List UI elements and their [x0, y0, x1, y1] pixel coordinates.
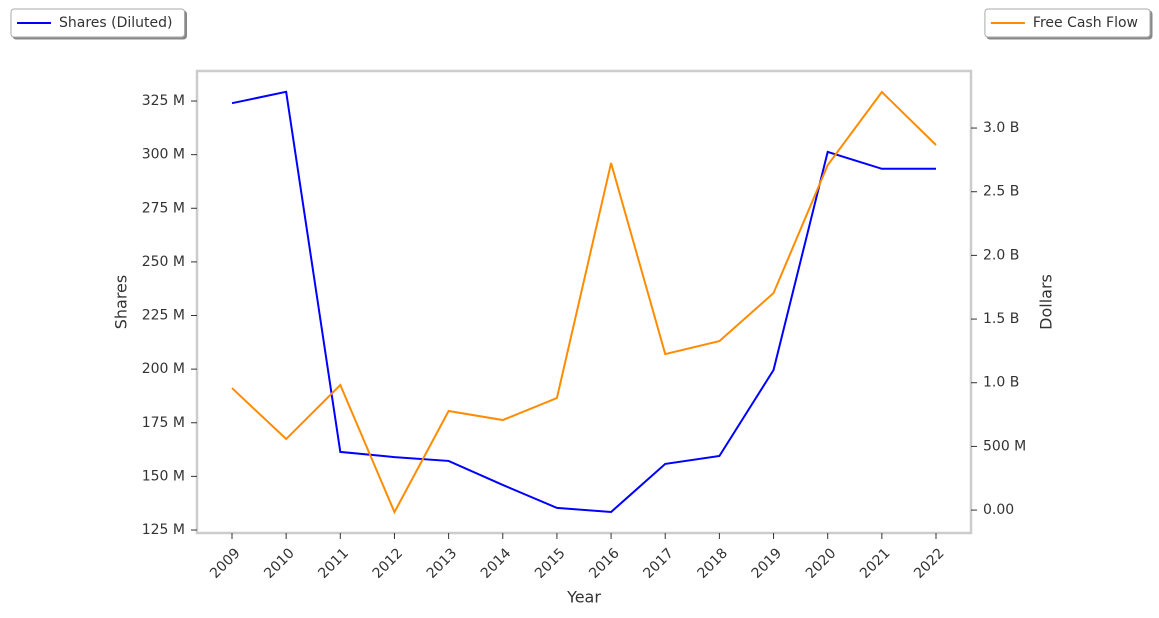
- x-tick-label: 2015: [532, 545, 569, 582]
- y-tick-label: 225 M: [142, 308, 185, 324]
- series-line: [231, 90, 937, 515]
- y2-tick-label: 0.00: [983, 502, 1014, 518]
- y-tick-label: 150 M: [142, 468, 185, 484]
- x-tick-label: 2022: [911, 545, 948, 582]
- y2-tick-label: 3.0 B: [983, 120, 1019, 136]
- legend: Shares (Diluted): [10, 8, 185, 38]
- y2-axis-label: Dollars: [1037, 274, 1056, 330]
- x-tick-label: 2019: [749, 545, 786, 582]
- legend-label: Shares (Diluted): [59, 15, 173, 31]
- y2-tick-label: 2.5 B: [983, 184, 1019, 200]
- y2-tick-label: 1.5 B: [983, 311, 1019, 327]
- x-tick-label: 2020: [803, 545, 840, 582]
- y-axis-label: Shares: [112, 275, 131, 330]
- y-tick-label: 300 M: [142, 147, 185, 163]
- legend: Free Cash Flow: [984, 8, 1151, 38]
- x-tick-label: 2010: [261, 545, 298, 582]
- legend-box: [984, 8, 1151, 38]
- plot-frame: [195, 69, 973, 535]
- x-tick-label: 2011: [315, 545, 352, 582]
- y-tick-label: 175 M: [142, 415, 185, 431]
- y-tick-label: 200 M: [142, 361, 185, 377]
- y-tick-label: 125 M: [142, 522, 185, 538]
- y-tick-label: 325 M: [142, 93, 185, 109]
- y-tick-label: 250 M: [142, 254, 185, 270]
- y2-tick-label: 2.0 B: [983, 247, 1019, 263]
- x-axis-label: Year: [566, 588, 601, 607]
- x-tick-label: 2016: [586, 545, 623, 582]
- x-tick-label: 2021: [857, 545, 894, 582]
- x-tick-label: 2018: [695, 545, 732, 582]
- legend-label: Free Cash Flow: [1033, 15, 1138, 31]
- x-tick-label: 2017: [640, 545, 677, 582]
- series-line: [231, 90, 936, 514]
- y-tick-label: 275 M: [142, 200, 185, 216]
- x-tick-label: 2014: [478, 545, 515, 582]
- x-tick-label: 2009: [207, 545, 244, 582]
- y2-tick-label: 1.0 B: [983, 375, 1019, 391]
- legend-box: [10, 8, 185, 38]
- y2-tick-label: 500 M: [983, 438, 1026, 454]
- x-tick-label: 2013: [424, 545, 461, 582]
- x-tick-label: 2012: [370, 545, 407, 582]
